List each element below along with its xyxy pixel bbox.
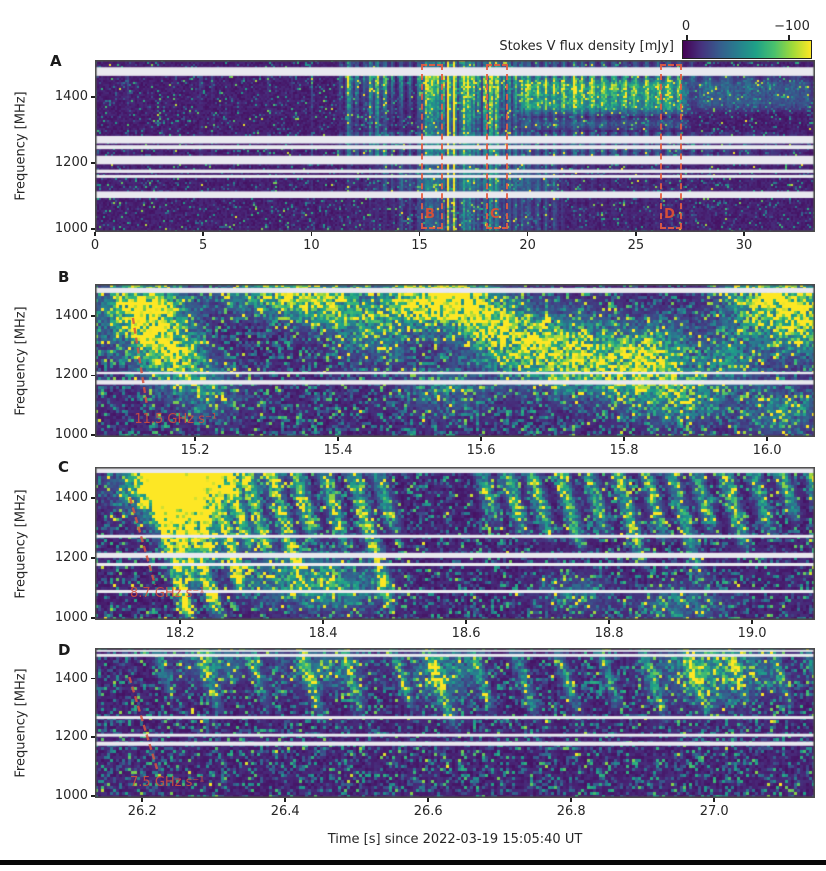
y-tick-label: 1400	[54, 307, 88, 323]
x-tick-label: 26.2	[127, 804, 157, 819]
x-tick-label: 26.6	[413, 804, 443, 819]
y-tick-mark	[91, 795, 95, 797]
x-tick-label: 18.4	[308, 626, 338, 641]
x-tick-mark	[418, 232, 421, 236]
x-tick-mark	[179, 620, 181, 624]
x-tick-label: 15.2	[180, 443, 210, 458]
x-tick-label: 5	[199, 238, 208, 253]
x-tick-mark	[194, 437, 196, 441]
panel-a-label: A	[50, 52, 62, 70]
panel-b-spectrogram	[95, 284, 815, 437]
panel-b-drift-annotation: 11.5 GHz s⁻¹	[134, 411, 218, 427]
x-tick-label: 15	[411, 238, 428, 253]
bottom-bar	[0, 860, 826, 865]
x-tick-mark	[751, 620, 753, 624]
x-axis-label: Time [s] since 2022-03-19 15:05:40 UT	[327, 832, 583, 847]
y-tick-mark	[91, 315, 95, 317]
zoom-box-b	[421, 64, 444, 229]
y-tick-mark	[91, 497, 95, 499]
panel-a-spectrogram	[95, 60, 815, 232]
y-tick-label: 1000	[54, 426, 88, 442]
x-tick-label: 27.0	[699, 804, 729, 819]
x-tick-label: 18.8	[594, 626, 624, 641]
y-tick-label: 1400	[54, 670, 88, 686]
colorbar-tick-zero: 0	[681, 19, 691, 34]
panel-d-spectrogram	[95, 648, 815, 798]
x-tick-label: 18.2	[165, 626, 195, 641]
y-tick-mark	[91, 434, 95, 436]
colorbar-label: Stokes V flux density [mJy]	[499, 39, 674, 54]
panel-a-ylabel: Frequency [MHz]	[13, 91, 29, 201]
panel-b-label: B	[58, 268, 70, 286]
panel-c-spectrogram	[95, 467, 815, 620]
y-tick-mark	[91, 557, 95, 559]
panel-d-drift-annotation: 7.5 GHz s⁻¹	[130, 775, 205, 791]
y-tick-mark	[91, 617, 95, 619]
y-tick-label: 1200	[54, 549, 88, 565]
y-tick-label: 1200	[54, 367, 88, 383]
x-tick-label: 0	[90, 238, 100, 253]
x-tick-mark	[310, 232, 313, 236]
y-tick-mark	[91, 228, 95, 230]
x-tick-mark	[743, 232, 745, 236]
panel-d-ylabel: Frequency [MHz]	[13, 668, 29, 778]
x-tick-mark	[322, 620, 324, 624]
y-tick-label: 1400	[54, 88, 88, 104]
x-tick-mark	[623, 437, 625, 441]
x-tick-mark	[202, 232, 204, 236]
x-tick-mark	[608, 620, 610, 624]
x-tick-mark	[480, 437, 482, 441]
x-tick-mark	[94, 232, 96, 236]
y-tick-mark	[91, 96, 95, 98]
x-tick-label: 20	[519, 238, 536, 253]
x-tick-mark	[427, 798, 429, 802]
zoom-box-label-c: C	[489, 207, 500, 222]
y-tick-label: 1400	[54, 489, 88, 505]
y-tick-mark	[91, 162, 95, 164]
x-tick-mark	[337, 437, 339, 441]
zoom-box-label-d: D	[664, 207, 675, 222]
panel-c-drift-annotation: 8.7 GHz s⁻¹	[130, 586, 205, 602]
colorbar-tickmark-right	[788, 35, 790, 41]
x-tick-mark	[526, 232, 529, 236]
panel-c-label: C	[58, 458, 70, 476]
x-tick-label: 15.8	[609, 443, 639, 458]
panel-d-label: D	[58, 641, 71, 659]
x-tick-mark	[465, 620, 467, 624]
x-tick-mark	[284, 798, 286, 802]
zoom-box-d	[660, 64, 683, 229]
panel-b-ylabel: Frequency [MHz]	[13, 305, 29, 416]
x-tick-mark	[570, 798, 572, 802]
y-tick-mark	[91, 736, 95, 738]
x-tick-mark	[635, 232, 637, 236]
x-tick-label: 15.6	[466, 443, 496, 458]
y-tick-label: 1000	[54, 787, 88, 803]
x-tick-label: 15.4	[323, 443, 353, 458]
colorbar-tick-neg100: −100	[774, 19, 810, 34]
y-tick-label: 1200	[54, 729, 88, 745]
panel-c-ylabel: Frequency [MHz]	[13, 488, 29, 599]
x-tick-label: 26.4	[270, 804, 300, 819]
x-tick-mark	[766, 437, 768, 441]
y-tick-label: 1000	[54, 221, 88, 237]
y-tick-mark	[91, 374, 95, 377]
x-tick-label: 19.0	[737, 626, 767, 641]
y-tick-label: 1000	[54, 609, 88, 625]
x-tick-label: 25	[627, 238, 645, 253]
x-tick-label: 16.0	[752, 443, 782, 458]
x-tick-label: 26.8	[556, 804, 586, 819]
x-tick-mark	[141, 798, 143, 802]
zoom-box-c	[485, 64, 508, 229]
x-tick-label: 18.6	[451, 626, 481, 641]
x-tick-label: 10	[303, 238, 320, 253]
x-tick-label: 30	[735, 238, 753, 253]
zoom-box-label-b: B	[425, 207, 435, 222]
colorbar	[682, 40, 812, 59]
colorbar-tickmark-left	[686, 35, 688, 41]
y-tick-mark	[91, 677, 95, 680]
y-tick-label: 1200	[54, 155, 88, 170]
x-tick-mark	[713, 798, 715, 802]
